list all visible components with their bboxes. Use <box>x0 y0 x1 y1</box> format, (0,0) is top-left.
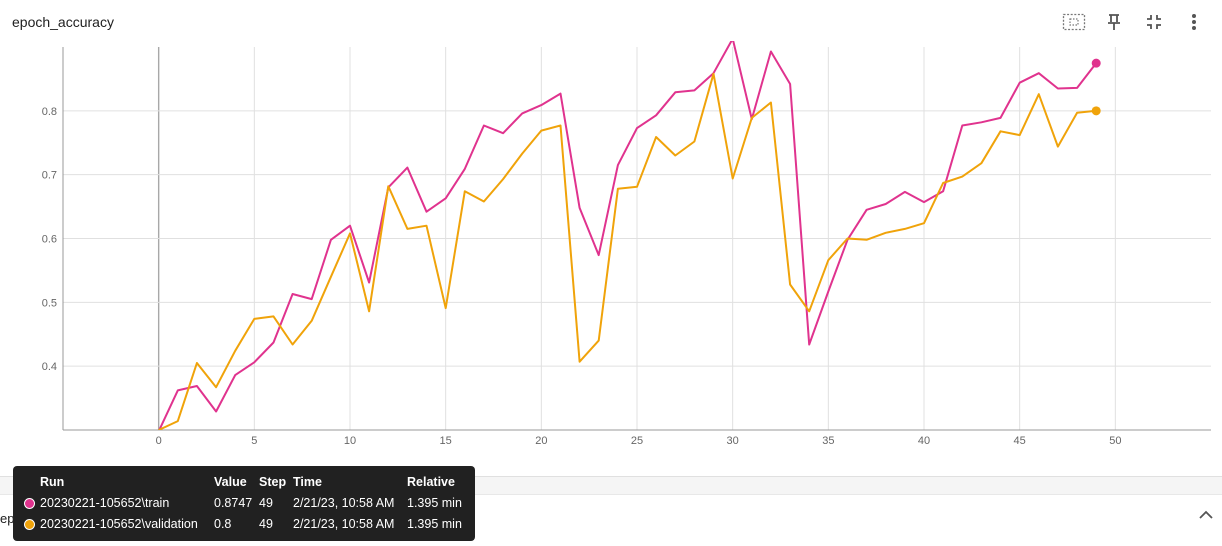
tooltip-step-train: 49 <box>259 496 273 510</box>
y-tick-label: 0.4 <box>42 361 57 373</box>
pin-icon <box>1108 14 1120 30</box>
x-tick-label: 50 <box>1109 435 1121 447</box>
tooltip-run-validation: 20230221-105652\validation <box>40 517 198 531</box>
tooltip-header-value: Value <box>214 475 247 489</box>
tooltip-value-train: 0.8747 <box>214 496 253 510</box>
line-chart[interactable]: 0 5 10 15 20 25 30 35 40 45 50 0.4 0.5 0.6 0.7 0.8 <box>0 40 1222 460</box>
train-series-line <box>158 41 1097 430</box>
tooltip-run-train: 20230221-105652\train <box>40 496 170 510</box>
tooltip-time-train: 2/21/23, 10:58 AM <box>293 496 395 510</box>
pin-button[interactable] <box>1094 10 1134 34</box>
more-options-button[interactable] <box>1174 10 1214 34</box>
y-tick-label: 0.5 <box>42 297 57 309</box>
fullscreen-icon <box>1147 15 1161 29</box>
fullscreen-button[interactable] <box>1134 10 1174 34</box>
tooltip-header-run: Run <box>40 475 65 489</box>
x-tick-label: 25 <box>631 435 643 447</box>
x-tick-label: 35 <box>822 435 834 447</box>
y-tick-label: 0.7 <box>42 170 57 182</box>
fit-domain-icon <box>1062 13 1086 31</box>
tooltip-relative-validation: 1.395 min <box>407 517 462 531</box>
y-tick-label: 0.6 <box>42 234 57 246</box>
x-tick-label: 15 <box>440 435 452 447</box>
x-tick-label: 45 <box>1014 435 1026 447</box>
more-vert-icon <box>1192 14 1196 30</box>
tooltip-step-validation: 49 <box>259 517 273 531</box>
chart-title: epoch_accuracy <box>12 14 114 30</box>
tooltip-header-relative: Relative <box>407 475 455 489</box>
x-tick-label: 0 <box>156 435 162 447</box>
chart-toolbar <box>1054 10 1214 34</box>
validation-last-point <box>1091 106 1101 116</box>
x-tick-label: 5 <box>251 435 257 447</box>
x-tick-label: 40 <box>918 435 930 447</box>
tooltip-relative-train: 1.395 min <box>407 496 462 510</box>
y-tick-label: 0.8 <box>42 106 57 118</box>
chart-card: epoch_accuracy 0 5 10 15 20 25 30 35 40 45 50 0.4 0.… <box>0 10 1222 460</box>
expand-button[interactable] <box>1194 503 1218 527</box>
train-last-point <box>1091 58 1101 68</box>
tooltip-header-step: Step <box>259 475 287 489</box>
x-tick-label: 20 <box>535 435 547 447</box>
x-tick-label: 30 <box>727 435 739 447</box>
validation-series-line <box>158 72 1097 430</box>
tooltip-value-validation: 0.8 <box>214 517 232 531</box>
data-tooltip: Run Value Step Time Relative 20230221-10… <box>13 466 475 541</box>
chevron-up-icon <box>1199 510 1213 519</box>
tooltip-time-validation: 2/21/23, 10:58 AM <box>293 517 395 531</box>
fit-domain-button[interactable] <box>1054 10 1094 34</box>
validation-legend-dot <box>24 519 35 530</box>
x-tick-label: 10 <box>344 435 356 447</box>
train-legend-dot <box>24 498 35 509</box>
tooltip-header-time: Time <box>293 475 322 489</box>
